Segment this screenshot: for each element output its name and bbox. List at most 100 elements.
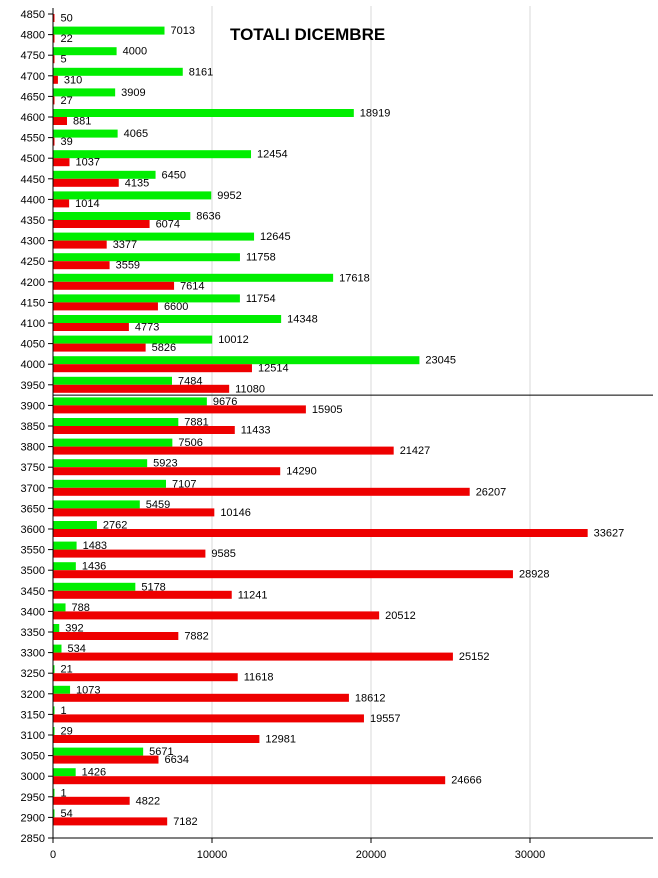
bar-series-1 xyxy=(53,562,76,571)
bar-series-2 xyxy=(53,796,130,805)
bar-series-2 xyxy=(53,487,470,496)
bar-series-2 xyxy=(53,220,150,228)
data-label: 7882 xyxy=(184,631,208,643)
data-label: 9952 xyxy=(217,190,241,202)
bar-series-1 xyxy=(53,47,117,56)
data-label: 5459 xyxy=(146,499,170,511)
bars xyxy=(53,14,588,826)
y-tick-label: 3150 xyxy=(21,709,45,721)
data-label: 3377 xyxy=(113,239,137,251)
y-tick-label: 4700 xyxy=(21,71,45,83)
bar-series-2 xyxy=(53,117,68,125)
bar-series-1 xyxy=(53,665,55,674)
bar-series-2 xyxy=(53,158,70,167)
y-tick-label: 3200 xyxy=(21,689,45,701)
data-label: 28928 xyxy=(519,569,550,581)
data-label: 1 xyxy=(61,705,67,717)
data-label: 10012 xyxy=(218,334,249,346)
bar-series-2 xyxy=(53,590,232,599)
bar-series-2 xyxy=(53,343,146,352)
bar-series-1 xyxy=(53,788,55,797)
bar-series-1 xyxy=(53,768,76,777)
y-tick-label: 3800 xyxy=(21,442,45,454)
data-label: 7107 xyxy=(172,478,196,490)
y-tick-label: 3250 xyxy=(21,668,45,680)
bar-series-2 xyxy=(53,405,306,414)
data-label: 8161 xyxy=(189,66,213,78)
data-label: 12645 xyxy=(260,231,291,243)
bar-series-2 xyxy=(53,467,281,476)
bar-series-2 xyxy=(53,240,107,249)
y-tick-label: 3950 xyxy=(21,380,45,392)
bar-series-2 xyxy=(53,199,70,208)
y-tick-label: 3650 xyxy=(21,503,45,515)
x-tick-label: 10000 xyxy=(197,849,228,861)
y-tick-label: 2850 xyxy=(21,833,45,845)
bar-series-2 xyxy=(53,302,158,311)
y-tick-label: 4550 xyxy=(21,133,45,145)
data-label: 33627 xyxy=(594,528,625,540)
data-label: 1073 xyxy=(76,684,100,696)
bar-series-1 xyxy=(53,644,62,653)
bar-series-1 xyxy=(53,253,240,262)
bar-series-2 xyxy=(53,755,159,764)
data-label: 788 xyxy=(72,602,90,614)
y-tick-label: 4000 xyxy=(21,359,45,371)
data-label: 21 xyxy=(61,664,73,676)
y-tick-label: 4250 xyxy=(21,256,45,268)
bar-series-1 xyxy=(53,541,77,550)
bar-series-1 xyxy=(53,88,116,97)
data-label: 7506 xyxy=(178,437,202,449)
bar-series-1 xyxy=(53,150,252,159)
data-label: 18919 xyxy=(360,108,391,120)
bar-series-1 xyxy=(53,129,118,138)
data-label: 11080 xyxy=(235,383,265,395)
data-label: 18612 xyxy=(355,692,386,704)
bar-series-1 xyxy=(53,438,173,447)
data-label: 9585 xyxy=(211,548,235,560)
bar-series-2 xyxy=(53,776,446,785)
bar-series-1 xyxy=(53,500,140,509)
bar-series-1 xyxy=(53,315,282,323)
data-label: 7182 xyxy=(173,816,197,828)
data-label: 5178 xyxy=(141,581,165,593)
bar-series-2 xyxy=(53,570,513,579)
bar-series-2 xyxy=(53,446,394,455)
bar-series-2 xyxy=(53,549,206,558)
bar-series-1 xyxy=(53,67,183,76)
data-label: 29 xyxy=(61,726,73,738)
data-label: 25152 xyxy=(459,651,490,663)
data-label: 19557 xyxy=(370,713,401,725)
data-label: 7013 xyxy=(171,25,195,37)
bar-series-2 xyxy=(53,261,110,270)
bar-series-1 xyxy=(53,747,144,756)
bar-series-1 xyxy=(53,479,167,488)
data-label: 12981 xyxy=(265,734,296,746)
data-label: 5826 xyxy=(152,342,176,354)
data-label: 6600 xyxy=(164,301,188,313)
data-label: 17618 xyxy=(339,272,370,284)
y-tick-label: 2900 xyxy=(21,812,45,824)
bar-series-1 xyxy=(53,418,179,426)
bar-series-2 xyxy=(53,384,230,393)
bar-series-2 xyxy=(53,426,235,434)
y-tick-label: 4750 xyxy=(21,50,45,62)
y-tick-label: 3100 xyxy=(21,730,45,742)
y-tick-label: 3900 xyxy=(21,400,45,412)
data-label: 534 xyxy=(67,643,85,655)
data-label: 50 xyxy=(61,13,73,25)
y-tick-label: 3600 xyxy=(21,524,45,536)
bar-series-1 xyxy=(53,294,240,303)
data-label: 22 xyxy=(61,33,73,45)
bar-series-2 xyxy=(53,611,380,620)
y-tick-label: 4200 xyxy=(21,277,45,289)
data-label: 15905 xyxy=(312,404,343,416)
bar-series-1 xyxy=(53,191,212,200)
bar-series-2 xyxy=(53,632,179,640)
bar-series-2 xyxy=(53,693,349,702)
bar-series-1 xyxy=(53,26,165,35)
data-label: 11758 xyxy=(246,252,276,264)
data-label: 9676 xyxy=(213,396,237,408)
y-tick-label: 3850 xyxy=(21,421,45,433)
data-label: 26207 xyxy=(476,486,507,498)
